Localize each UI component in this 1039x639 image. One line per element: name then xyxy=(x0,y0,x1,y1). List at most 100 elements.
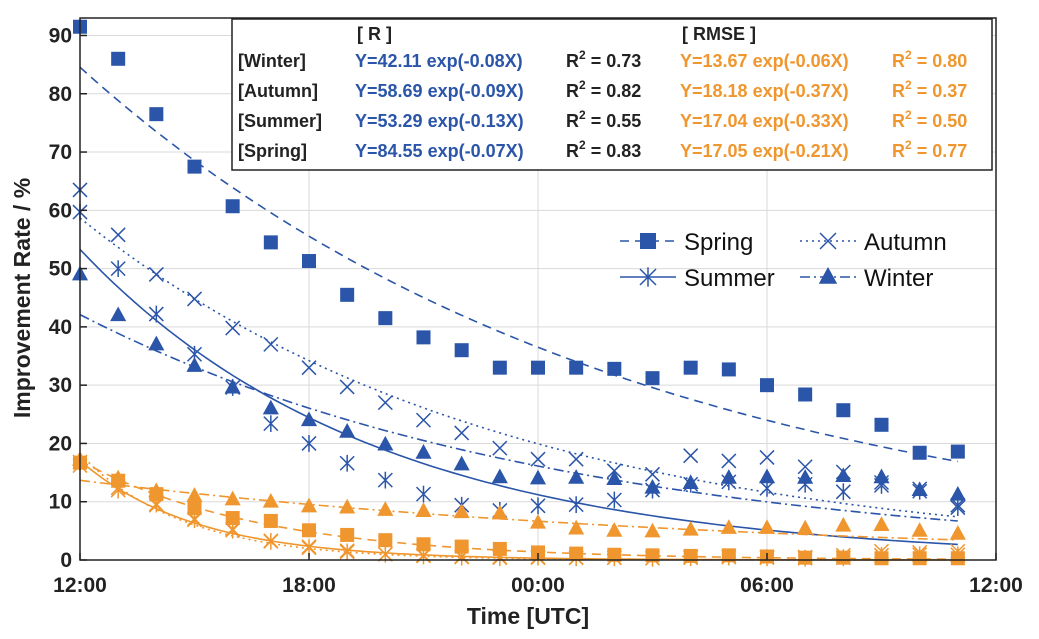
point-spring-rmse-7 xyxy=(340,527,355,542)
point-summer-rmse-20 xyxy=(835,549,851,567)
point-spring-r-12 xyxy=(531,360,545,375)
point-summer-r-12 xyxy=(530,497,546,515)
point-spring-r-10 xyxy=(454,343,469,358)
point-winter-rmse-11 xyxy=(491,504,508,520)
point-winter-r-21 xyxy=(873,468,890,484)
point-summer-r-8 xyxy=(377,471,393,489)
legend-label-spring: Spring xyxy=(684,229,753,256)
point-winter-rmse-1 xyxy=(110,469,127,485)
point-spring-rmse-11 xyxy=(492,541,507,556)
point-spring-r-2 xyxy=(149,107,164,122)
point-winter-rmse-4 xyxy=(224,490,241,506)
x-tick-label: 12:00 xyxy=(969,574,1023,597)
point-autumn-r-4 xyxy=(225,320,241,336)
point-winter-r-10 xyxy=(453,455,470,471)
point-winter-rmse-22 xyxy=(911,522,928,537)
point-winter-r-14 xyxy=(606,470,623,485)
point-autumn-r-5 xyxy=(263,336,279,352)
point-spring-r-16 xyxy=(683,360,698,375)
point-spring-r-17 xyxy=(721,362,736,377)
legend-entry-autumn: Autumn xyxy=(800,229,947,256)
point-summer-rmse-17 xyxy=(721,548,737,566)
point-winter-rmse-17 xyxy=(720,519,737,534)
annotation-r-r2: R2 = 0.73 xyxy=(566,48,641,71)
point-winter-rmse-12 xyxy=(529,513,547,529)
legend-label-summer: Summer xyxy=(684,265,775,292)
point-winter-rmse-6 xyxy=(300,497,318,513)
point-winter-rmse-20 xyxy=(835,516,852,532)
fit-curve-spring-rmse xyxy=(79,459,958,560)
point-summer-r-13 xyxy=(568,496,584,514)
legend-marker-summer xyxy=(639,267,657,287)
point-winter-rmse-14 xyxy=(606,522,623,537)
point-autumn-r-6 xyxy=(301,360,317,376)
point-spring-rmse-5 xyxy=(263,513,278,528)
point-winter-r-11 xyxy=(491,468,508,484)
point-spring-r-6 xyxy=(302,254,316,269)
point-summer-r-6 xyxy=(301,435,317,452)
point-winter-r-8 xyxy=(377,435,394,451)
point-winter-r-5 xyxy=(262,399,279,415)
point-spring-r-4 xyxy=(225,199,240,214)
point-summer-rmse-14 xyxy=(606,549,622,567)
point-summer-r-9 xyxy=(415,485,432,503)
point-spring-r-14 xyxy=(607,361,622,376)
point-autumn-r-17 xyxy=(721,453,737,469)
equation-annotation-box: [ R ] [ RMSE ] [Winter] Y=42.11 exp(-0.08X)… xyxy=(231,18,993,171)
point-winter-r-6 xyxy=(300,411,318,427)
point-spring-r-13 xyxy=(569,360,584,375)
point-summer-rmse-4 xyxy=(225,521,241,539)
legend-entry-summer: Summer xyxy=(620,265,775,292)
legend: Spring Autumn Summer Winter xyxy=(620,229,947,292)
annotation-season-label: [Winter] xyxy=(238,51,306,71)
y-tick-label: 0 xyxy=(60,549,72,572)
point-summer-rmse-13 xyxy=(568,549,584,567)
point-summer-rmse-3 xyxy=(186,511,203,529)
annotation-r-equation: Y=53.29 exp(-0.13X) xyxy=(355,111,524,131)
point-summer-rmse-10 xyxy=(454,548,470,566)
point-summer-r-7 xyxy=(339,454,355,472)
point-spring-r-8 xyxy=(378,311,393,326)
point-winter-rmse-19 xyxy=(797,519,814,535)
point-winter-r-1 xyxy=(110,306,127,322)
point-winter-r-22 xyxy=(911,481,928,497)
annotation-header-r: [ R ] xyxy=(357,24,392,44)
point-autumn-r-2 xyxy=(148,266,164,282)
point-spring-r-23 xyxy=(950,444,965,459)
legend-marker-winter xyxy=(818,267,838,284)
y-tick-label: 20 xyxy=(49,432,72,455)
point-winter-r-17 xyxy=(720,469,737,484)
point-winter-r-4 xyxy=(224,378,241,394)
point-spring-r-5 xyxy=(263,235,278,250)
legend-marker-spring xyxy=(640,233,656,249)
point-winter-r-9 xyxy=(415,444,432,459)
point-spring-r-1 xyxy=(111,51,126,66)
point-winter-r-12 xyxy=(529,469,547,485)
y-tick-label: 70 xyxy=(49,141,72,164)
point-spring-r-21 xyxy=(874,417,889,432)
fit-curve-summer-rmse xyxy=(79,460,958,561)
point-spring-rmse-3 xyxy=(187,501,202,516)
annotation-season-label: [Summer] xyxy=(238,111,322,131)
point-summer-rmse-5 xyxy=(263,532,279,550)
point-winter-rmse-5 xyxy=(262,492,279,508)
annotation-r-equation: Y=84.55 exp(-0.07X) xyxy=(355,141,524,161)
point-autumn-r-19 xyxy=(797,459,813,475)
y-tick-label: 30 xyxy=(49,374,72,397)
annotation-rmse-r2: R2 = 0.80 xyxy=(892,48,967,71)
annotation-rmse-r2: R2 = 0.37 xyxy=(892,78,967,101)
annotation-r-r2: R2 = 0.82 xyxy=(566,78,641,101)
annotation-r-equation: Y=42.11 exp(-0.08X) xyxy=(355,51,523,71)
y-tick-label: 90 xyxy=(49,24,72,47)
point-summer-r-20 xyxy=(835,483,851,501)
point-winter-rmse-13 xyxy=(568,519,585,535)
fit-curve-winter-rmse xyxy=(79,479,958,541)
point-spring-r-15 xyxy=(645,371,660,386)
point-summer-rmse-15 xyxy=(644,549,661,567)
point-spring-r-3 xyxy=(187,159,202,174)
fit-curve-winter-r xyxy=(79,313,958,522)
point-summer-r-1 xyxy=(110,260,126,278)
point-winter-rmse-10 xyxy=(453,503,470,519)
point-summer-rmse-19 xyxy=(797,549,813,567)
annotation-box-frame xyxy=(231,18,993,171)
